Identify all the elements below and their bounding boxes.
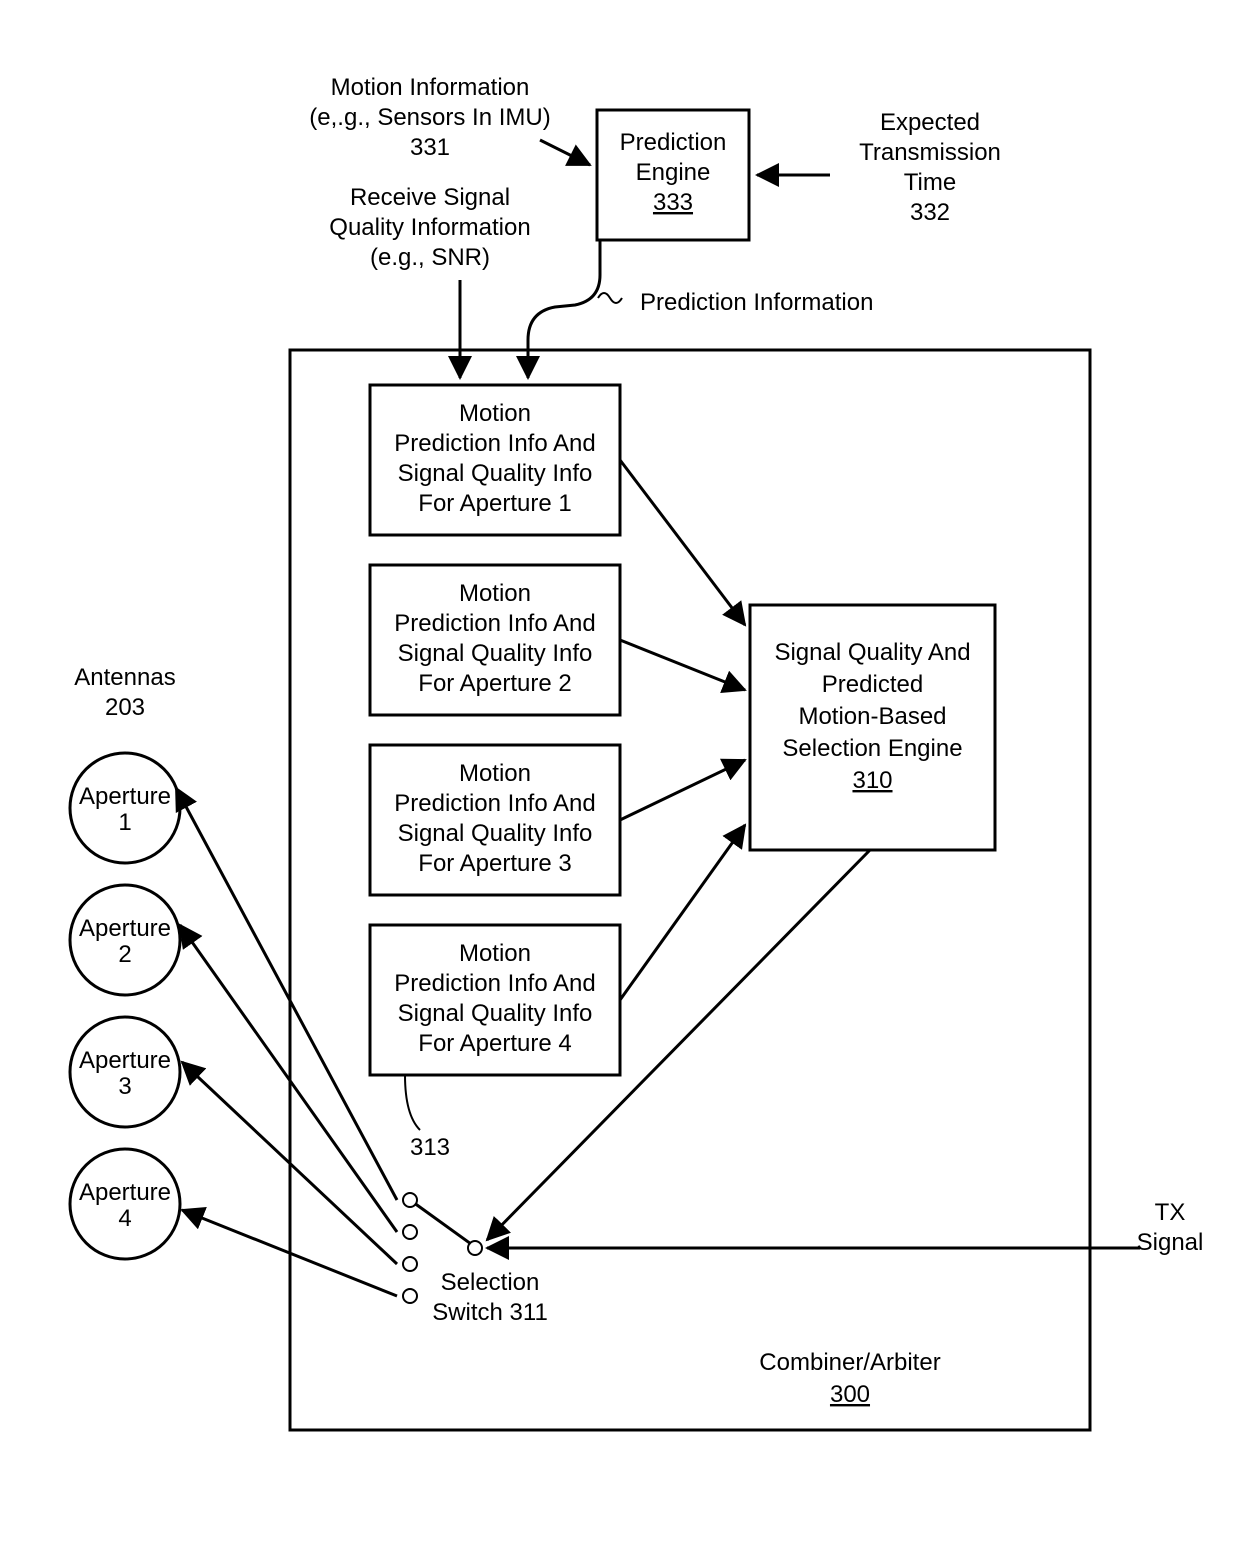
svg-text:Aperture: Aperture: [79, 783, 171, 810]
svg-text:Combiner/Arbiter: Combiner/Arbiter: [759, 1349, 940, 1376]
svg-text:Aperture: Aperture: [79, 1179, 171, 1206]
svg-text:Motion: Motion: [459, 580, 531, 607]
svg-text:Signal Quality Info: Signal Quality Info: [398, 460, 593, 487]
arrow-to-prediction-engine-0: [540, 140, 590, 165]
svg-text:(e.g., SNR): (e.g., SNR): [370, 244, 490, 271]
svg-text:Signal Quality Info: Signal Quality Info: [398, 1000, 593, 1027]
svg-text:Predicted: Predicted: [822, 671, 923, 698]
svg-text:Quality Information: Quality Information: [329, 214, 530, 241]
svg-text:300: 300: [830, 1381, 870, 1408]
svg-text:(e,.g., Sensors In IMU): (e,.g., Sensors In IMU): [309, 104, 550, 131]
svg-text:TX: TX: [1155, 1199, 1186, 1226]
svg-text:333: 333: [653, 189, 693, 216]
svg-text:332: 332: [910, 199, 950, 226]
switch-wiper: [415, 1204, 471, 1244]
svg-text:Prediction: Prediction: [620, 129, 727, 156]
svg-text:Motion: Motion: [459, 760, 531, 787]
arrow-prediction-down: [528, 240, 600, 378]
svg-text:Switch 311: Switch 311: [432, 1299, 548, 1326]
svg-text:Selection Engine: Selection Engine: [782, 735, 962, 762]
svg-text:Aperture: Aperture: [79, 1047, 171, 1074]
svg-text:4: 4: [118, 1205, 131, 1232]
svg-text:Antennas: Antennas: [74, 664, 175, 691]
svg-text:Prediction Info And: Prediction Info And: [394, 970, 595, 997]
svg-text:Prediction Info And: Prediction Info And: [394, 790, 595, 817]
svg-text:3: 3: [118, 1073, 131, 1100]
arrow-aperture-to-engine-1: [620, 460, 745, 625]
svg-text:For Aperture 3: For Aperture 3: [418, 850, 571, 877]
svg-text:Motion-Based: Motion-Based: [798, 703, 946, 730]
svg-text:Engine: Engine: [636, 159, 711, 186]
svg-text:Signal Quality And: Signal Quality And: [774, 639, 970, 666]
arrow-switch-to-aperture-1: [176, 788, 397, 1200]
svg-text:For Aperture 4: For Aperture 4: [418, 1030, 571, 1057]
svg-text:Receive Signal: Receive Signal: [350, 184, 510, 211]
svg-text:2: 2: [118, 941, 131, 968]
svg-text:203: 203: [105, 694, 145, 721]
switch-port-2: [403, 1225, 417, 1239]
svg-text:Transmission: Transmission: [859, 139, 1001, 166]
prediction-squiggle: [598, 293, 622, 303]
ref-313-leader: [405, 1075, 420, 1130]
svg-text:Aperture: Aperture: [79, 915, 171, 942]
diagram-root: Prediction Engine 333 Motion Prediction Info…: [0, 0, 1240, 1564]
svg-text:Motion: Motion: [459, 940, 531, 967]
switch-port-4: [403, 1289, 417, 1303]
svg-text:310: 310: [852, 767, 892, 794]
svg-text:Prediction Information: Prediction Information: [640, 289, 873, 316]
svg-text:Selection: Selection: [441, 1269, 540, 1296]
svg-text:Prediction Info And: Prediction Info And: [394, 430, 595, 457]
svg-text:For Aperture 1: For Aperture 1: [418, 490, 571, 517]
svg-text:Signal Quality Info: Signal Quality Info: [398, 820, 593, 847]
svg-text:Signal Quality Info: Signal Quality Info: [398, 640, 593, 667]
svg-text:313: 313: [410, 1134, 450, 1161]
arrow-aperture-to-engine-4: [620, 825, 745, 1000]
arrow-aperture-to-engine-2: [620, 640, 745, 690]
switch-port-3: [403, 1257, 417, 1271]
svg-text:Signal: Signal: [1137, 1229, 1204, 1256]
svg-text:1: 1: [118, 809, 131, 836]
svg-text:331: 331: [410, 134, 450, 161]
arrow-aperture-to-engine-3: [620, 760, 745, 820]
svg-text:Prediction Info And: Prediction Info And: [394, 610, 595, 637]
svg-text:Expected: Expected: [880, 109, 980, 136]
svg-text:Time: Time: [904, 169, 956, 196]
svg-text:For Aperture 2: For Aperture 2: [418, 670, 571, 697]
svg-text:Motion: Motion: [459, 400, 531, 427]
svg-text:Motion Information: Motion Information: [331, 74, 530, 101]
